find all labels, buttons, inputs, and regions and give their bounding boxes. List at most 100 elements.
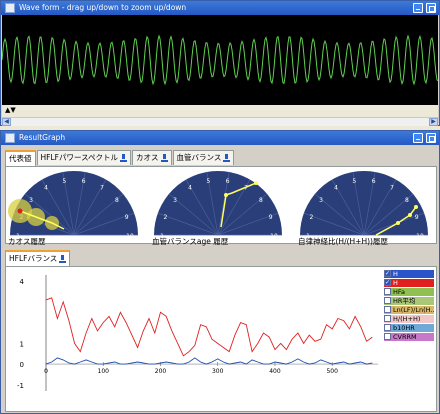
legend-checkbox[interactable] <box>384 333 391 340</box>
history-point <box>396 221 400 225</box>
legend-checkbox[interactable] <box>384 306 391 313</box>
scroll-left-icon[interactable]: ◀ <box>2 118 11 126</box>
gauge-tick-label: 7 <box>244 185 248 192</box>
app-icon <box>5 133 15 143</box>
waveform-trace <box>1 34 439 86</box>
gauge-3: 1 2 3 4 5 6 7 8 9 10 <box>300 171 428 240</box>
legend-item[interactable]: Ln(LF)/Ln(H... <box>384 306 434 314</box>
app-icon <box>5 3 15 13</box>
legend-item[interactable]: HR平均 <box>384 297 434 305</box>
legend-checkbox[interactable] <box>384 288 391 295</box>
gauge-spoke <box>217 212 279 236</box>
horizontal-scrollbar[interactable]: ◀ ▶ <box>2 117 438 126</box>
gauge-spoke <box>217 171 230 236</box>
legend-checkbox[interactable] <box>384 297 391 304</box>
tab-label: HFLFバランス <box>9 254 58 263</box>
series-line-2 <box>45 357 373 365</box>
gauge-tick-label: 5 <box>206 178 210 185</box>
gauge-tick-label: 9 <box>269 214 273 221</box>
legend-checkbox[interactable] <box>384 324 391 331</box>
legend-label: H/(H+H) <box>393 315 421 323</box>
hflf-chart-frame: 4 1 0 -1 0 100 200 300 400 500 <box>5 266 437 412</box>
maximize-button[interactable] <box>426 3 436 13</box>
chart-icon <box>160 153 168 162</box>
history-trace <box>19 210 65 230</box>
history-current-point <box>17 208 23 214</box>
tab-representative[interactable]: 代表値 <box>5 150 36 166</box>
gauge-tick-label: 4 <box>44 185 48 192</box>
legend-checkbox[interactable] <box>384 270 391 277</box>
gauge-tick-label: 2 <box>163 214 167 221</box>
minimize-button[interactable] <box>413 3 423 13</box>
chart-icon <box>59 254 67 263</box>
maximize-button[interactable] <box>426 133 436 143</box>
gauge-spoke <box>217 193 268 236</box>
gauge-tick-label: 8 <box>405 197 409 204</box>
gauge-tick-label: 3 <box>29 197 33 204</box>
y-tick-label: 4 <box>20 278 25 286</box>
tab-label: 代表値 <box>9 154 32 163</box>
gauge-tick-label: 9 <box>415 214 419 221</box>
chart-icon <box>223 153 231 162</box>
result-tabs: 代表値 HFLFパワースペクトル カオス 血管バランス <box>5 150 235 166</box>
gauge-spoke <box>303 212 365 236</box>
gauge-tick-label: 1 <box>16 233 20 240</box>
chart-tabs: HFLFバランス <box>5 250 71 266</box>
legend-checkbox[interactable] <box>384 279 391 286</box>
gauge-tick-label: 6 <box>82 178 86 185</box>
legend-item[interactable]: H <box>384 279 434 287</box>
wave-window: Wave form - drag up/down to zoom up/down… <box>0 0 440 126</box>
tab-label: 血管バランス <box>176 153 222 162</box>
y-tick-label: 0 <box>20 361 24 369</box>
gauge-tick-label: 7 <box>390 185 394 192</box>
history-trace <box>375 206 417 236</box>
gauge-label-autonomic: 自律神経比(H/(H+H))履歴 <box>298 237 388 246</box>
gauge-tick-label: 4 <box>188 185 192 192</box>
gauge-tick-label: 8 <box>259 197 263 204</box>
history-point <box>414 205 418 209</box>
gauge-1-history <box>8 199 65 230</box>
gauge-label-vascular: 血管バランスage 履歴 <box>152 237 229 246</box>
zoom-strip: ▲▼ <box>2 105 438 117</box>
gauge-spoke <box>363 171 376 236</box>
hflf-chart: 4 1 0 -1 0 100 200 300 400 500 <box>17 275 378 391</box>
gauge-dial <box>154 171 282 235</box>
tab-hflf-spectrum[interactable]: HFLFパワースペクトル <box>36 150 132 165</box>
gauge-tick-label: 6 <box>372 178 376 185</box>
gauge-spoke <box>206 171 219 236</box>
gauge-graphics: 123456789101234567891012345678910 <box>8 171 428 240</box>
gauge-tick-label: 3 <box>173 197 177 204</box>
legend-item[interactable]: b10HR <box>384 324 434 332</box>
tab-vascular-balance[interactable]: 血管バランス <box>172 150 235 165</box>
legend-item[interactable]: H/(H+H) <box>384 315 434 323</box>
legend-item[interactable]: HFa <box>384 288 434 296</box>
tab-chaos[interactable]: カオス <box>132 150 172 165</box>
legend-item[interactable]: H <box>384 270 434 278</box>
result-window-titlebar[interactable]: ResultGraph <box>1 131 439 145</box>
gauge-2-history <box>220 181 258 228</box>
minimize-button[interactable] <box>413 133 423 143</box>
legend-label: CVRRM <box>393 333 417 341</box>
gauge-panel: 123456789101234567891012345678910 <box>5 166 437 244</box>
gauge-spoke <box>24 193 75 236</box>
gauge-spoke <box>331 179 365 236</box>
series-line-1 <box>45 297 373 357</box>
zoom-arrows-icon[interactable]: ▲▼ <box>5 106 16 114</box>
gauge-spoke <box>41 179 75 236</box>
legend-label: H <box>393 270 398 278</box>
scroll-right-icon[interactable]: ▶ <box>429 118 438 126</box>
gauge-spoke <box>352 171 365 236</box>
legend-checkbox[interactable] <box>384 315 391 322</box>
tab-hflf-balance[interactable]: HFLFバランス <box>5 250 71 266</box>
gauge-tick-label: 1 <box>306 233 310 240</box>
gauge-tick-label: 10 <box>270 233 278 240</box>
gauge-tick-label: 6 <box>226 178 230 185</box>
gauge-tick-label: 5 <box>352 178 356 185</box>
tab-label: HFLFパワースペクトル <box>40 153 119 162</box>
x-tick-label: 500 <box>326 368 338 375</box>
wave-window-titlebar[interactable]: Wave form - drag up/down to zoom up/down <box>1 1 439 15</box>
waveform-display[interactable] <box>1 15 439 105</box>
x-tick-label: 200 <box>155 368 167 375</box>
legend-item[interactable]: CVRRM <box>384 333 434 341</box>
